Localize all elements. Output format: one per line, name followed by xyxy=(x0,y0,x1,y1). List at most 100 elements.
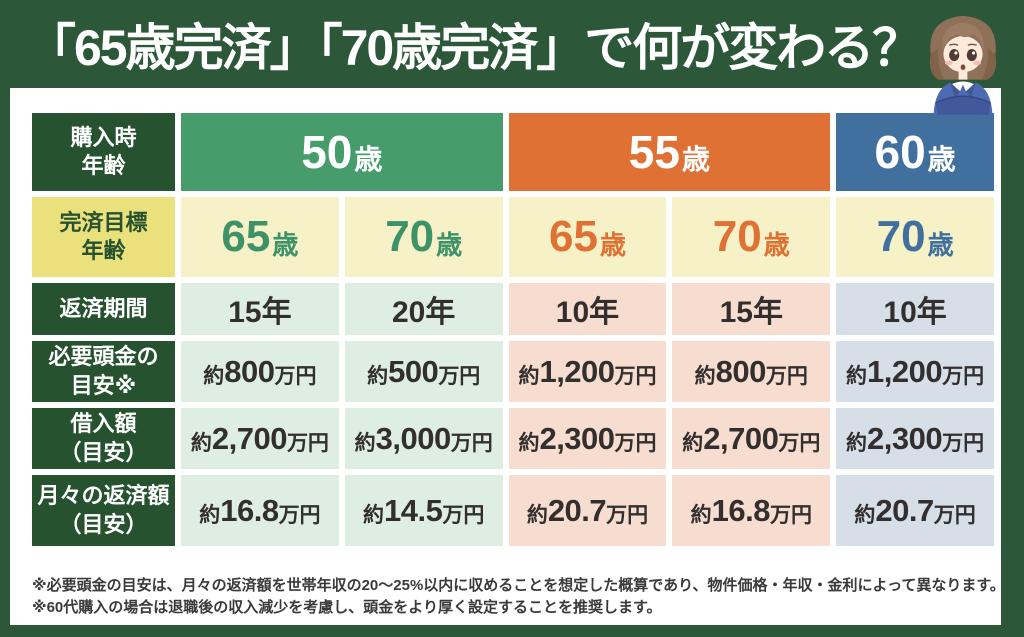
down-payment-cell-c4: 約 800 万円 xyxy=(672,341,831,402)
period-cell-c1: 15年 xyxy=(181,283,339,335)
value-prefix: 約 xyxy=(682,431,704,455)
value-prefix: 約 xyxy=(690,503,712,527)
payoff-age-unit: 歳 xyxy=(599,229,626,260)
purchase-age-number: 60 xyxy=(874,126,926,178)
value-prefix: 約 xyxy=(190,431,212,455)
value-number: 2,700 xyxy=(703,420,779,456)
value-number: 500 xyxy=(388,353,439,389)
payoff-age-unit: 歳 xyxy=(763,229,790,260)
value-number: 2,300 xyxy=(539,420,615,456)
payoff-age-unit: 歳 xyxy=(436,229,463,260)
loan-amount-cell-c5: 約 2,300 万円 xyxy=(836,408,994,469)
purchase-age-unit: 歳 xyxy=(927,144,956,175)
payoff-age-unit: 歳 xyxy=(927,229,954,260)
monthly-payment-cell-c4: 約 16.8 万円 xyxy=(672,475,831,546)
value-number: 16.8 xyxy=(220,492,279,528)
value-prefix: 約 xyxy=(518,364,540,388)
period-cell-c4: 15年 xyxy=(672,283,831,335)
value-unit: 万円 xyxy=(933,503,976,527)
loan-amount-cell-c1: 約 2,700 万円 xyxy=(181,408,339,469)
payoff-age-number: 70 xyxy=(876,212,926,261)
payoff-age-unit: 歳 xyxy=(272,229,299,260)
value-number: 800 xyxy=(224,353,275,389)
value-unit: 万円 xyxy=(438,364,481,388)
payoff-age-cell-c5: 70 歳 xyxy=(836,197,994,277)
value-prefix: 約 xyxy=(367,364,389,388)
value-number: 14.5 xyxy=(384,492,443,528)
loan-amount-cell-c2: 約 3,000 万円 xyxy=(344,408,503,469)
payoff-age-number: 70 xyxy=(385,212,435,261)
row-label-purchase-age: 購入時 年齢 xyxy=(32,113,175,191)
down-payment-cell-c3: 約 1,200 万円 xyxy=(508,341,667,402)
row-label-loan-amount: 借入額 （目安） xyxy=(32,408,175,469)
period-cell-c5: 10年 xyxy=(836,283,994,335)
value-unit: 万円 xyxy=(942,431,985,455)
value-unit: 万円 xyxy=(614,431,657,455)
value-prefix: 約 xyxy=(846,364,868,388)
value-prefix: 約 xyxy=(199,503,221,527)
value-prefix: 約 xyxy=(203,364,225,388)
value-prefix: 約 xyxy=(526,503,548,527)
purchase-age-header-50: 50 歳 xyxy=(181,113,503,191)
row-label-repayment-period: 返済期間 xyxy=(32,283,175,335)
value-number: 1,200 xyxy=(539,353,615,389)
row-label-monthly-payment: 月々の返済額 （目安） xyxy=(32,475,175,546)
value-unit: 万円 xyxy=(274,364,317,388)
purchase-age-header-55: 55 歳 xyxy=(508,113,831,191)
page-title: 「65歳完済」「70歳完済」で何が変わる？ xyxy=(26,20,922,76)
value-unit: 万円 xyxy=(442,503,485,527)
purchase-age-number: 50 xyxy=(301,126,353,178)
purchase-age-header-60: 60 歳 xyxy=(836,113,994,191)
value-unit: 万円 xyxy=(942,364,985,388)
footnote-1: ※必要頭金の目安は、月々の返済額を世帯年収の20～25%以内に収めることを想定し… xyxy=(32,577,1005,594)
value-prefix: 約 xyxy=(363,503,385,527)
value-unit: 万円 xyxy=(278,503,321,527)
payoff-age-number: 70 xyxy=(712,212,762,261)
period-cell-c3: 10年 xyxy=(508,283,667,335)
value-unit: 万円 xyxy=(778,431,821,455)
female-advisor-illustration xyxy=(930,15,996,115)
payoff-age-cell-c3: 65 歳 xyxy=(508,197,667,277)
value-prefix: 約 xyxy=(354,431,376,455)
footnote-2: ※60代購入の場合は退職後の収入減少を考慮し、頭金をより厚く設定することを推奨し… xyxy=(32,599,662,616)
payoff-age-number: 65 xyxy=(221,212,271,261)
monthly-payment-cell-c1: 約 16.8 万円 xyxy=(181,475,339,546)
value-number: 1,200 xyxy=(867,353,943,389)
monthly-payment-cell-c2: 約 14.5 万円 xyxy=(344,475,503,546)
purchase-age-number: 55 xyxy=(628,126,680,178)
payoff-age-cell-c4: 70 歳 xyxy=(672,197,831,277)
down-payment-cell-c5: 約 1,200 万円 xyxy=(836,341,994,402)
loan-amount-cell-c3: 約 2,300 万円 xyxy=(508,408,667,469)
value-prefix: 約 xyxy=(518,431,540,455)
value-number: 20.7 xyxy=(875,492,934,528)
value-unit: 万円 xyxy=(769,503,812,527)
value-number: 16.8 xyxy=(711,492,771,528)
payoff-age-cell-c1: 65 歳 xyxy=(181,197,339,277)
value-unit: 万円 xyxy=(606,503,649,527)
payoff-age-number: 65 xyxy=(549,212,598,261)
monthly-payment-cell-c5: 約 20.7 万円 xyxy=(836,475,994,546)
purchase-age-unit: 歳 xyxy=(681,144,710,175)
value-unit: 万円 xyxy=(286,431,329,455)
payoff-age-cell-c2: 70 歳 xyxy=(344,197,503,277)
loan-amount-cell-c4: 約 2,700 万円 xyxy=(672,408,831,469)
value-unit: 万円 xyxy=(450,431,493,455)
value-number: 800 xyxy=(715,353,767,389)
monthly-payment-cell-c3: 約 20.7 万円 xyxy=(508,475,667,546)
value-unit: 万円 xyxy=(614,364,657,388)
row-label-payoff-target-age: 完済目標 年齢 xyxy=(32,197,175,277)
value-number: 2,300 xyxy=(867,420,943,456)
value-unit: 万円 xyxy=(765,364,808,388)
row-label-down-payment: 必要頭金の 目安※ xyxy=(32,341,175,402)
value-number: 3,000 xyxy=(375,420,452,456)
down-payment-cell-c1: 約 800 万円 xyxy=(181,341,339,402)
value-prefix: 約 xyxy=(846,431,868,455)
value-prefix: 約 xyxy=(854,503,876,527)
period-cell-c2: 20年 xyxy=(344,283,503,335)
value-number: 2,700 xyxy=(211,420,288,456)
content-panel: 購入時 年齢 50 歳 55 歳 60 歳 完済目標 年齢 65 歳 70 歳 … xyxy=(10,88,1005,625)
footnotes: ※必要頭金の目安は、月々の返済額を世帯年収の20～25%以内に収めることを想定し… xyxy=(32,575,1005,619)
purchase-age-unit: 歳 xyxy=(354,144,383,175)
value-prefix: 約 xyxy=(694,364,716,388)
value-number: 20.7 xyxy=(547,492,607,528)
